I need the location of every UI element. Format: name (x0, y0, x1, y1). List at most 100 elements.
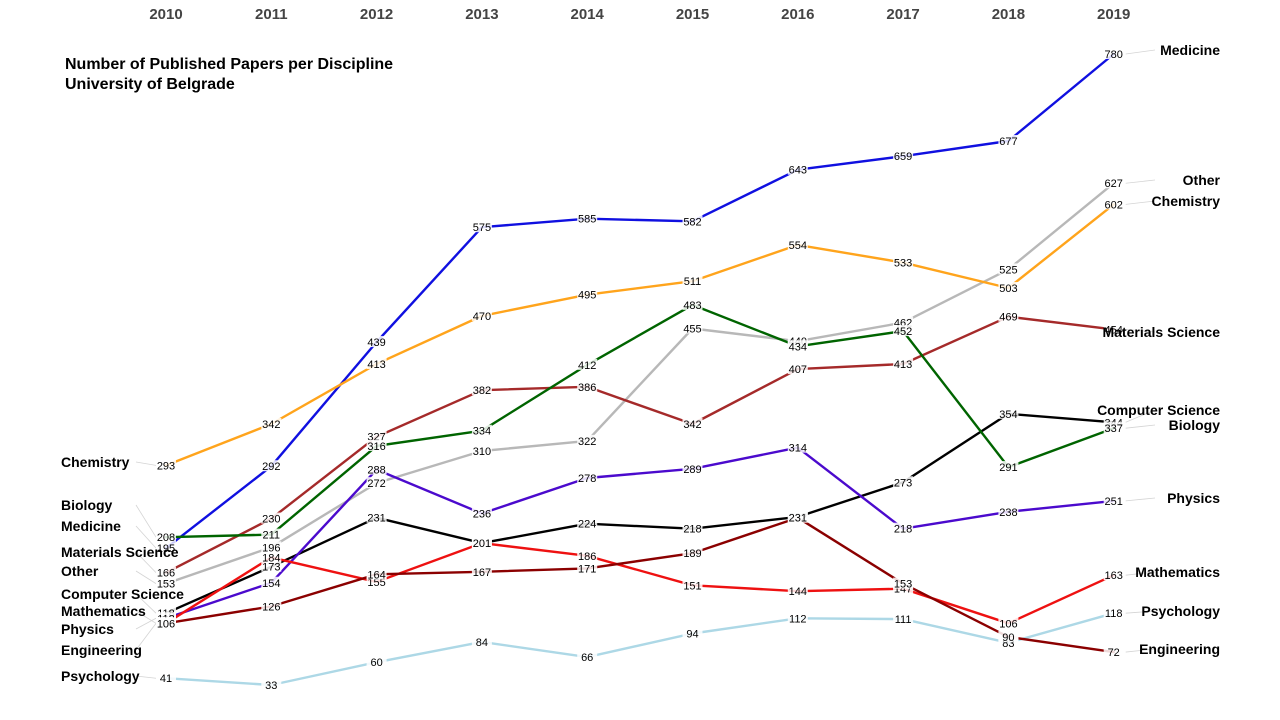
point-label-psychology-2014: 66 (581, 652, 593, 664)
series-line-medicine (164, 52, 1115, 550)
point-label-psychology-2012: 60 (370, 657, 382, 669)
label-right-engineering: Engineering (1139, 641, 1220, 657)
leader-left-computer-science (135, 593, 157, 614)
point-label-psychology-2011: 33 (265, 680, 277, 692)
point-label-physics-2017: 218 (894, 524, 912, 536)
point-label-psychology-2017: 111 (895, 614, 912, 626)
point-label-bg (471, 221, 492, 233)
point-label-bg (261, 600, 282, 612)
point-label-bg (998, 617, 1019, 629)
point-label-bg (577, 517, 598, 529)
point-label-computer-science-2011: 173 (262, 562, 280, 574)
point-label-bg (893, 358, 914, 370)
point-label-bg (998, 135, 1019, 147)
point-label-computer-science-2012: 231 (367, 513, 385, 525)
point-label-bg (682, 579, 703, 591)
label-right-mathematics: Mathematics (1135, 564, 1220, 580)
point-label-psychology-2013: 84 (476, 637, 488, 649)
leader-right-engineering (1125, 648, 1156, 653)
point-label-bg (261, 417, 282, 429)
point-label-bg (261, 541, 282, 553)
label-left-engineering: Engineering (61, 642, 142, 658)
point-label-bg (787, 585, 808, 597)
point-label-medicine-2014: 585 (578, 214, 596, 226)
point-label-bg (682, 627, 703, 639)
point-label-bg (893, 150, 914, 162)
point-label-bg (471, 565, 492, 577)
leader-left-chemistry (135, 461, 157, 466)
point-label-biology-2019: 337 (1105, 423, 1123, 435)
label-left-materials-science: Materials Science (61, 544, 179, 560)
label-right-computer-science: Computer Science (1097, 402, 1220, 418)
point-label-bg (577, 434, 598, 446)
label-right-other: Other (1183, 172, 1221, 188)
series-line-computer-science (164, 412, 1115, 615)
point-labels: 195 292 439 575 585 582 643 659 677 780 153 196 272 3… (156, 48, 1124, 692)
point-label-bg (682, 547, 703, 559)
point-label-bg (893, 316, 914, 328)
label-left-physics: Physics (61, 621, 114, 637)
point-label-engineering-2019: 72 (1108, 647, 1120, 659)
leader-right-psychology (1125, 610, 1156, 614)
point-label-psychology-2015: 94 (686, 628, 698, 640)
series-line-psychology (164, 612, 1115, 687)
series-line-engineering (164, 516, 1115, 654)
chart-title: Number of Published Papers per Disciplin… (65, 56, 393, 73)
point-label-bg (787, 163, 808, 175)
point-label-bg (787, 441, 808, 453)
point-label-bg (682, 298, 703, 310)
point-label-bg (682, 275, 703, 287)
point-label-chemistry-2014: 495 (578, 290, 596, 302)
year-label-2013: 2013 (465, 6, 498, 23)
point-label-bg (787, 363, 808, 375)
point-label-biology-2018: 291 (999, 462, 1017, 474)
label-left-medicine: Medicine (61, 518, 121, 534)
point-label-bg (366, 477, 387, 489)
label-left-other: Other (61, 563, 99, 579)
label-left-computer-science: Computer Science (61, 586, 184, 602)
point-label-engineering-2016: 231 (789, 513, 807, 525)
leader-left-biology (135, 504, 157, 538)
point-label-bg (893, 522, 914, 534)
series-line-biology (164, 303, 1115, 539)
point-label-bg (998, 636, 1019, 648)
leader-right-mathematics (1125, 571, 1156, 576)
point-label-biology-2013: 334 (473, 426, 491, 438)
year-label-2011: 2011 (255, 6, 288, 23)
point-label-bg (366, 511, 387, 523)
point-label-bg (156, 542, 176, 554)
point-label-bg (261, 576, 282, 588)
point-label-bg (1103, 569, 1124, 581)
leader-right-materials-science (1125, 328, 1156, 333)
point-label-bg (366, 439, 387, 451)
point-label-chemistry-2019: 602 (1105, 199, 1123, 211)
point-label-psychology-2019: 118 (1105, 608, 1123, 620)
year-header: 2010 2011 2012 2013 2014 2015 2016 2017 2018 2019 (149, 6, 1130, 23)
label-right-biology: Biology (1169, 417, 1221, 433)
point-label-bg (998, 461, 1019, 473)
point-label-bg (156, 577, 176, 589)
series-labels: Medicine Medicine Other Other Chemistry Chemi… (61, 42, 1221, 684)
point-label-bg (261, 528, 282, 540)
point-label-bg (998, 505, 1019, 517)
point-label-bg (577, 549, 598, 561)
point-label-bg (682, 462, 703, 474)
point-label-bg (682, 215, 703, 227)
point-label-mathematics-2013: 201 (473, 538, 491, 550)
point-label-mathematics-2016: 144 (789, 586, 807, 598)
point-label-computer-science-2018: 354 (999, 409, 1017, 421)
point-label-physics-2018: 238 (999, 507, 1017, 519)
point-label-bg (787, 612, 808, 624)
point-label-bg (366, 656, 387, 668)
point-label-mathematics-2012: 155 (367, 577, 385, 589)
point-label-bg (1103, 198, 1124, 210)
chart-subtitle: University of Belgrade (65, 76, 235, 93)
point-label-physics-2016: 314 (789, 443, 807, 455)
series-line-materials-science (164, 315, 1115, 574)
point-label-bg (156, 672, 176, 684)
point-label-bg (998, 310, 1019, 322)
point-label-bg (787, 340, 808, 352)
point-label-bg (1103, 422, 1124, 434)
label-leaders (135, 49, 1156, 679)
